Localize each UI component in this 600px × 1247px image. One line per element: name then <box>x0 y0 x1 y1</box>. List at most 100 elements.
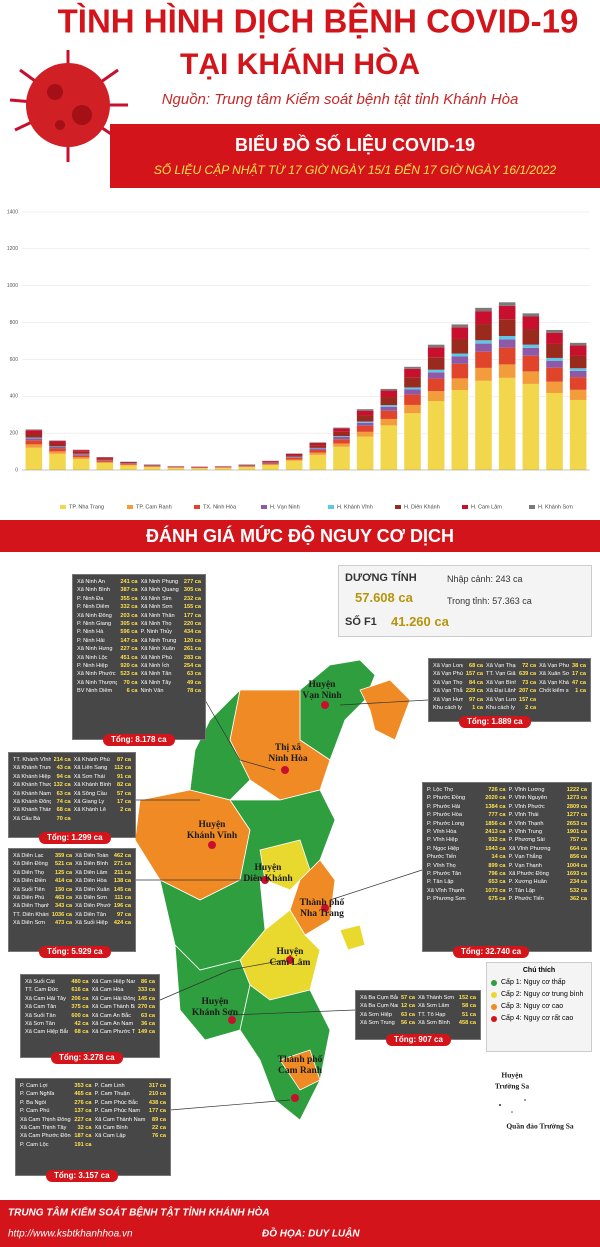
bar-segment <box>72 454 90 456</box>
bar-segment <box>309 442 327 446</box>
bar-segment <box>498 377 516 470</box>
map-label: Trường Sa <box>495 1082 529 1091</box>
bar-segment <box>404 368 421 378</box>
bar-segment <box>285 455 303 457</box>
ward-name: Xã Vĩnh Phương <box>508 845 551 852</box>
district-total: Tổng: 1.299 ca <box>39 831 111 844</box>
ward-name: Xã Cam An Nam <box>91 1021 134 1028</box>
ward-name: P. Vĩnh Thọ <box>427 862 456 869</box>
ward-name: P. Cam Thuận <box>94 1091 130 1098</box>
connector-lines <box>135 699 429 1111</box>
ward-name: Xã Ninh An <box>77 579 105 585</box>
case-count: 6 ca <box>126 688 138 695</box>
bar-segment <box>427 369 445 373</box>
bar-segment <box>475 351 492 368</box>
ward-name: Chốt kiểm soát <box>539 688 569 695</box>
legend-dot <box>491 1003 497 1010</box>
map-label: Thành phố <box>300 897 345 908</box>
case-count: 1036 ca <box>51 911 73 918</box>
case-count: 187 ca <box>74 1133 92 1140</box>
case-count: 2 ca <box>120 807 131 814</box>
source: Nguồn: Trung tâm Kiểm soát bệnh tật tỉnh… <box>162 91 519 108</box>
ward-name: P. Vĩnh Thạnh <box>508 820 544 827</box>
ward-name: P. Cam Nghĩa <box>20 1091 55 1098</box>
case-count: 777 ca <box>488 812 506 819</box>
bar-segment <box>333 431 350 437</box>
case-count: 177 ca <box>148 1108 166 1115</box>
legend-swatch <box>127 505 133 509</box>
bar-segment <box>120 465 137 470</box>
bar-segment <box>309 442 327 443</box>
case-count: 73 ca <box>522 679 537 686</box>
ward-name: Xã Ninh Hưng <box>77 646 113 653</box>
ward-name: Xã Diên Điền <box>13 878 46 885</box>
case-count: 227 ca <box>120 646 138 653</box>
bar-segment <box>498 347 516 365</box>
case-count: 125 ca <box>54 869 73 876</box>
legend-item: Cấp 2: Nguy cơ trung bình <box>491 991 587 998</box>
legend-swatch <box>328 505 334 509</box>
legend-item: Cấp 4: Nguy cơ rất cao <box>491 1015 587 1022</box>
case-count: 147 ca <box>120 637 138 644</box>
bar-segment <box>356 409 374 411</box>
bar-segment <box>569 377 587 390</box>
ward-name: Xã Diên Lâm <box>75 869 108 876</box>
ward-name: P. Phước Hải <box>427 803 461 810</box>
bar-segment <box>333 427 350 429</box>
ward-name: Xã Ninh Thọ <box>140 621 172 628</box>
ward-name: P. Tân Lập <box>427 879 454 886</box>
ward-name: P. Vĩnh Hòa <box>427 829 457 836</box>
case-count: 932 ca <box>488 837 506 844</box>
case-count: 74 ca <box>56 799 71 806</box>
bar-segment <box>96 457 114 459</box>
case-count: 653 ca <box>488 879 506 886</box>
bar-segment <box>427 357 445 370</box>
case-count: 63 ca <box>56 790 71 797</box>
case-count: 523 ca <box>120 671 138 678</box>
case-count: 1384 ca <box>485 803 506 810</box>
ward-name: P. Ninh Hà <box>77 629 104 636</box>
map-label: Khánh Vĩnh <box>187 831 238 841</box>
case-count: 97 ca <box>469 696 484 703</box>
ward-name: Xã Sơn Hiệp <box>360 1011 392 1018</box>
y-tick-label: 200 <box>10 430 19 436</box>
bar-segment <box>333 428 350 432</box>
case-count: 36 ca <box>141 1021 155 1028</box>
case-count: 207 ca <box>518 688 537 695</box>
ward-name: Xã Ninh Xuân <box>140 646 176 653</box>
bar-segment <box>380 418 398 426</box>
ward-name: P. Ninh Hải <box>77 637 105 644</box>
legend-text: Cấp 1: Nguy cơ thấp <box>501 979 566 986</box>
y-tick-label: 400 <box>10 394 19 400</box>
ward-name: Xã Khánh Nam <box>13 790 51 797</box>
case-count: 343 ca <box>54 903 73 910</box>
ward-name: TT. Khánh Vĩnh <box>13 757 51 763</box>
ward-name: Xã Diên Phú <box>13 895 45 902</box>
ward-name: P. Phương Sài <box>508 837 545 844</box>
case-count: 1073 ca <box>485 887 506 894</box>
banner-title: BIỂU ĐỒ SỐ LIỆU COVID-19 <box>235 134 475 155</box>
section-banner <box>0 520 600 552</box>
case-count: 42 ca <box>74 1021 89 1028</box>
bar-segment <box>498 305 516 320</box>
footer-band <box>0 1200 600 1247</box>
bar-segment <box>380 397 398 406</box>
bar-segment <box>427 344 445 348</box>
case-count: 68 ca <box>74 1029 89 1036</box>
case-count: 532 ca <box>569 887 587 894</box>
case-count: 465 ca <box>74 1091 92 1098</box>
district-table: P. Lộc Thọ 726 ca P. Vĩnh Lương 1222 ca P. P… <box>427 786 587 904</box>
ward-name: Xã Ninh Sim <box>140 595 172 602</box>
bar-segment <box>356 421 374 423</box>
bar-segment <box>380 390 398 398</box>
ward-name: P. Ninh Hiệp <box>77 663 108 670</box>
case-count: 2 ca <box>525 705 537 712</box>
ward-name: Xã Sơn Thái <box>73 773 105 780</box>
bar-segment <box>356 431 374 437</box>
legend-label: H. Khánh Vĩnh <box>337 504 373 510</box>
legend-label: H. Diên Khánh <box>404 504 440 510</box>
positive-value: 57.608 ca <box>355 590 413 605</box>
legend-swatch <box>529 505 535 509</box>
case-count: 82 ca <box>117 782 131 789</box>
bar-segment <box>451 327 469 339</box>
